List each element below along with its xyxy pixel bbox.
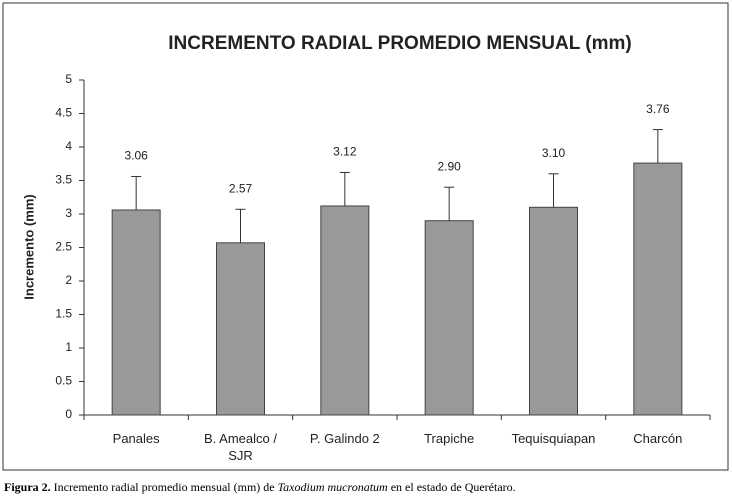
caption-label: Figura 2. <box>4 480 51 494</box>
y-tick-label: 1.5 <box>55 307 72 321</box>
bar <box>529 206 578 416</box>
y-tick-label: 3 <box>65 206 72 220</box>
value-label: 3.76 <box>646 102 670 116</box>
chart-frame <box>2 2 729 471</box>
y-tick-label: 0.5 <box>55 374 72 388</box>
y-tick-label: 5 <box>65 72 72 86</box>
y-axis-label: Incremento (mm) <box>21 194 36 299</box>
y-tick-label: 2.5 <box>55 240 72 254</box>
y-tick-label: 4 <box>65 139 72 153</box>
caption-text: Incremento radial promedio mensual (mm) … <box>53 480 275 494</box>
y-tick-label: 2 <box>65 273 72 287</box>
chart: INCREMENTO RADIAL PROMEDIO MENSUAL (mm) … <box>2 2 729 471</box>
x-tick-label: Trapiche <box>424 431 475 446</box>
bar <box>216 242 265 416</box>
value-label: 2.57 <box>229 181 253 195</box>
value-label: 3.12 <box>333 145 357 159</box>
x-tick-label: Tequisquiapan <box>511 431 596 446</box>
bar <box>424 220 474 416</box>
bar <box>320 205 370 416</box>
caption: Figura 2. Incremento radial promedio men… <box>4 480 516 495</box>
y-tick-label: 4.5 <box>55 106 72 120</box>
x-tick-label: Panales <box>112 431 160 446</box>
caption-text: en el estado de Querétaro. <box>390 480 516 494</box>
x-tick-label: B. Amealco / SJR <box>204 431 277 463</box>
value-label: 3.06 <box>124 149 148 163</box>
value-label: 3.10 <box>542 146 566 160</box>
caption-species: Taxodium mucronatum <box>277 480 388 494</box>
bar <box>111 209 161 416</box>
y-tick-label: 3.5 <box>55 173 72 187</box>
y-tick-label: 0 <box>65 407 72 421</box>
x-tick-label: P. Galindo 2 <box>309 431 380 446</box>
bar <box>633 162 683 416</box>
value-label: 2.90 <box>437 159 461 173</box>
x-tick-label: Charcón <box>633 431 683 446</box>
chart-title: INCREMENTO RADIAL PROMEDIO MENSUAL (mm) <box>168 33 631 54</box>
y-tick-label: 1 <box>65 340 72 354</box>
